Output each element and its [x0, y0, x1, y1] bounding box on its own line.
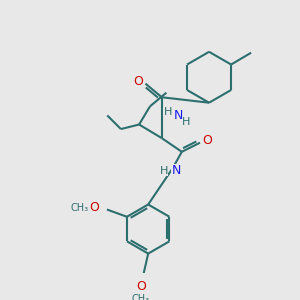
Text: H: H — [159, 166, 168, 176]
Text: CH₃: CH₃ — [132, 294, 150, 300]
Text: O: O — [133, 75, 143, 88]
Text: O: O — [136, 280, 146, 293]
Text: N: N — [172, 164, 181, 177]
Text: H: H — [164, 107, 172, 117]
Text: O: O — [89, 201, 99, 214]
Text: H: H — [182, 117, 190, 127]
Text: O: O — [202, 134, 212, 147]
Text: CH₃: CH₃ — [70, 203, 89, 213]
Text: N: N — [173, 109, 183, 122]
